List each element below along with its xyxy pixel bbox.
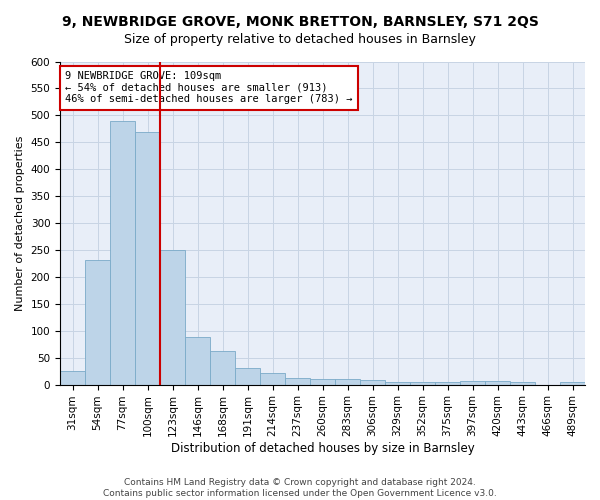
- Bar: [335, 379, 360, 384]
- Bar: [85, 260, 110, 384]
- Bar: [235, 368, 260, 384]
- Text: Contains HM Land Registry data © Crown copyright and database right 2024.
Contai: Contains HM Land Registry data © Crown c…: [103, 478, 497, 498]
- Bar: [135, 132, 160, 384]
- Text: Size of property relative to detached houses in Barnsley: Size of property relative to detached ho…: [124, 32, 476, 46]
- Bar: [485, 381, 510, 384]
- Bar: [110, 120, 135, 384]
- Bar: [410, 382, 435, 384]
- Bar: [510, 382, 535, 384]
- Bar: [560, 382, 585, 384]
- Bar: [460, 381, 485, 384]
- Bar: [160, 250, 185, 384]
- Bar: [60, 371, 85, 384]
- Text: 9, NEWBRIDGE GROVE, MONK BRETTON, BARNSLEY, S71 2QS: 9, NEWBRIDGE GROVE, MONK BRETTON, BARNSL…: [62, 15, 538, 29]
- Bar: [285, 378, 310, 384]
- Bar: [435, 382, 460, 384]
- Bar: [385, 382, 410, 384]
- Bar: [210, 350, 235, 384]
- X-axis label: Distribution of detached houses by size in Barnsley: Distribution of detached houses by size …: [170, 442, 475, 455]
- Y-axis label: Number of detached properties: Number of detached properties: [15, 136, 25, 310]
- Bar: [360, 380, 385, 384]
- Bar: [260, 373, 285, 384]
- Bar: [185, 337, 210, 384]
- Bar: [310, 378, 335, 384]
- Text: 9 NEWBRIDGE GROVE: 109sqm
← 54% of detached houses are smaller (913)
46% of semi: 9 NEWBRIDGE GROVE: 109sqm ← 54% of detac…: [65, 71, 353, 104]
